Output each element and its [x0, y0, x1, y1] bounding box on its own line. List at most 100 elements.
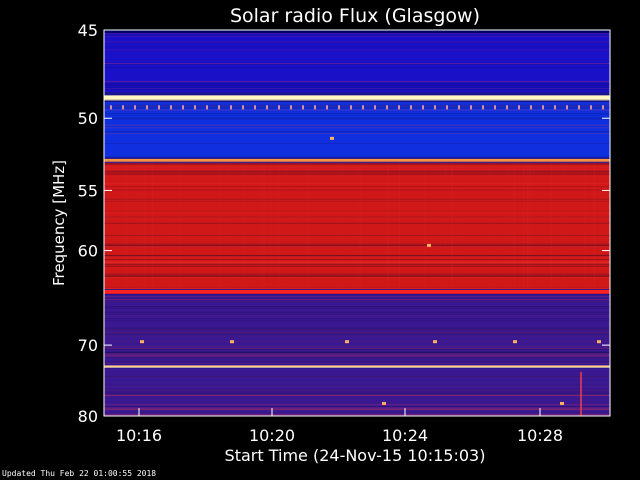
band-4 [104, 163, 610, 290]
interference-dot [194, 105, 196, 110]
x-axis: 10:16 10:20 10:24 10:28 [116, 408, 563, 445]
texture-line [104, 327, 610, 329]
texture-streak [341, 163, 343, 290]
texture-line [104, 105, 610, 107]
texture-line [104, 67, 610, 69]
texture-line [104, 356, 610, 358]
interference-dot [338, 105, 340, 110]
texture-line [104, 300, 610, 302]
texture-streak [220, 163, 221, 289]
texture-streak [263, 163, 265, 290]
texture-line [104, 35, 610, 37]
texture-line [104, 156, 610, 158]
texture-streak [140, 163, 141, 289]
texture-line [104, 88, 610, 90]
interference-dot [242, 105, 244, 110]
interference-dot [470, 105, 472, 110]
texture-line [104, 356, 610, 358]
texture-line [104, 409, 610, 411]
y-tick-label: 60 [78, 242, 98, 261]
texture-line [104, 347, 610, 349]
texture-line [104, 32, 610, 34]
texture-streak [526, 163, 528, 290]
interference-dot [266, 105, 268, 110]
texture-streak [359, 163, 361, 290]
texture-line [104, 295, 610, 297]
interference-dot [386, 105, 388, 110]
band-6 [104, 294, 610, 365]
texture-streak [507, 163, 509, 290]
texture-line [104, 87, 610, 89]
texture-line [104, 85, 610, 87]
texture-line [104, 243, 610, 245]
texture-line [104, 42, 610, 44]
interference-dot [146, 105, 148, 110]
texture-line [104, 276, 610, 278]
texture-line [104, 393, 610, 395]
texture-line [104, 301, 610, 303]
texture-streak [606, 163, 607, 289]
texture-line [104, 124, 610, 126]
texture-line [104, 255, 610, 257]
texture-line [104, 64, 610, 66]
texture-streak [488, 163, 490, 290]
interference-dot [446, 105, 448, 110]
texture-line [104, 355, 610, 357]
texture-line [104, 275, 610, 277]
texture-line [104, 258, 610, 260]
burst-spot [433, 340, 437, 344]
interference-dot [326, 105, 328, 110]
texture-line [104, 376, 610, 378]
texture-streak [308, 163, 310, 290]
x-tick-label: 10:20 [249, 426, 295, 445]
interference-dot [362, 105, 364, 110]
texture-line [104, 216, 610, 218]
texture-streak [269, 163, 271, 290]
texture-line [104, 351, 610, 353]
texture-line [104, 297, 610, 299]
interference-dot [506, 105, 508, 110]
texture-line [104, 171, 610, 173]
texture-line [104, 414, 610, 416]
interference-dot [422, 105, 424, 110]
texture-line [104, 274, 610, 276]
texture-streak [278, 163, 280, 290]
texture-line [104, 46, 610, 48]
x-tick-label: 10:16 [116, 426, 162, 445]
texture-line [104, 173, 610, 175]
texture-line [104, 234, 610, 236]
interference-dot [302, 105, 304, 110]
texture-streak [460, 163, 461, 289]
band-1 [104, 95, 610, 101]
texture-line [104, 306, 610, 308]
texture-streak [388, 163, 390, 290]
texture-line [104, 390, 610, 392]
texture-line [104, 384, 610, 386]
texture-line [104, 262, 610, 264]
texture-line [104, 98, 610, 100]
texture-line [104, 335, 610, 337]
texture-streak [169, 163, 171, 290]
texture-line [104, 261, 610, 263]
texture-line [104, 273, 610, 275]
spectrogram-texture [104, 30, 610, 417]
texture-line [104, 328, 610, 330]
texture-line [104, 307, 610, 309]
texture-line [104, 81, 610, 83]
texture-line [104, 245, 610, 247]
texture-line [104, 109, 610, 111]
texture-line [104, 34, 610, 36]
texture-line [104, 170, 610, 172]
texture-line [104, 406, 610, 408]
texture-line [104, 165, 610, 167]
texture-line [104, 365, 610, 367]
texture-line [104, 311, 610, 313]
texture-streak [386, 163, 388, 290]
interference-dot [314, 105, 316, 110]
texture-line [104, 318, 610, 320]
texture-streak [451, 163, 453, 290]
interference-dot [554, 105, 556, 110]
texture-streak [593, 163, 595, 290]
texture-line [104, 341, 610, 343]
texture-line [104, 352, 610, 354]
